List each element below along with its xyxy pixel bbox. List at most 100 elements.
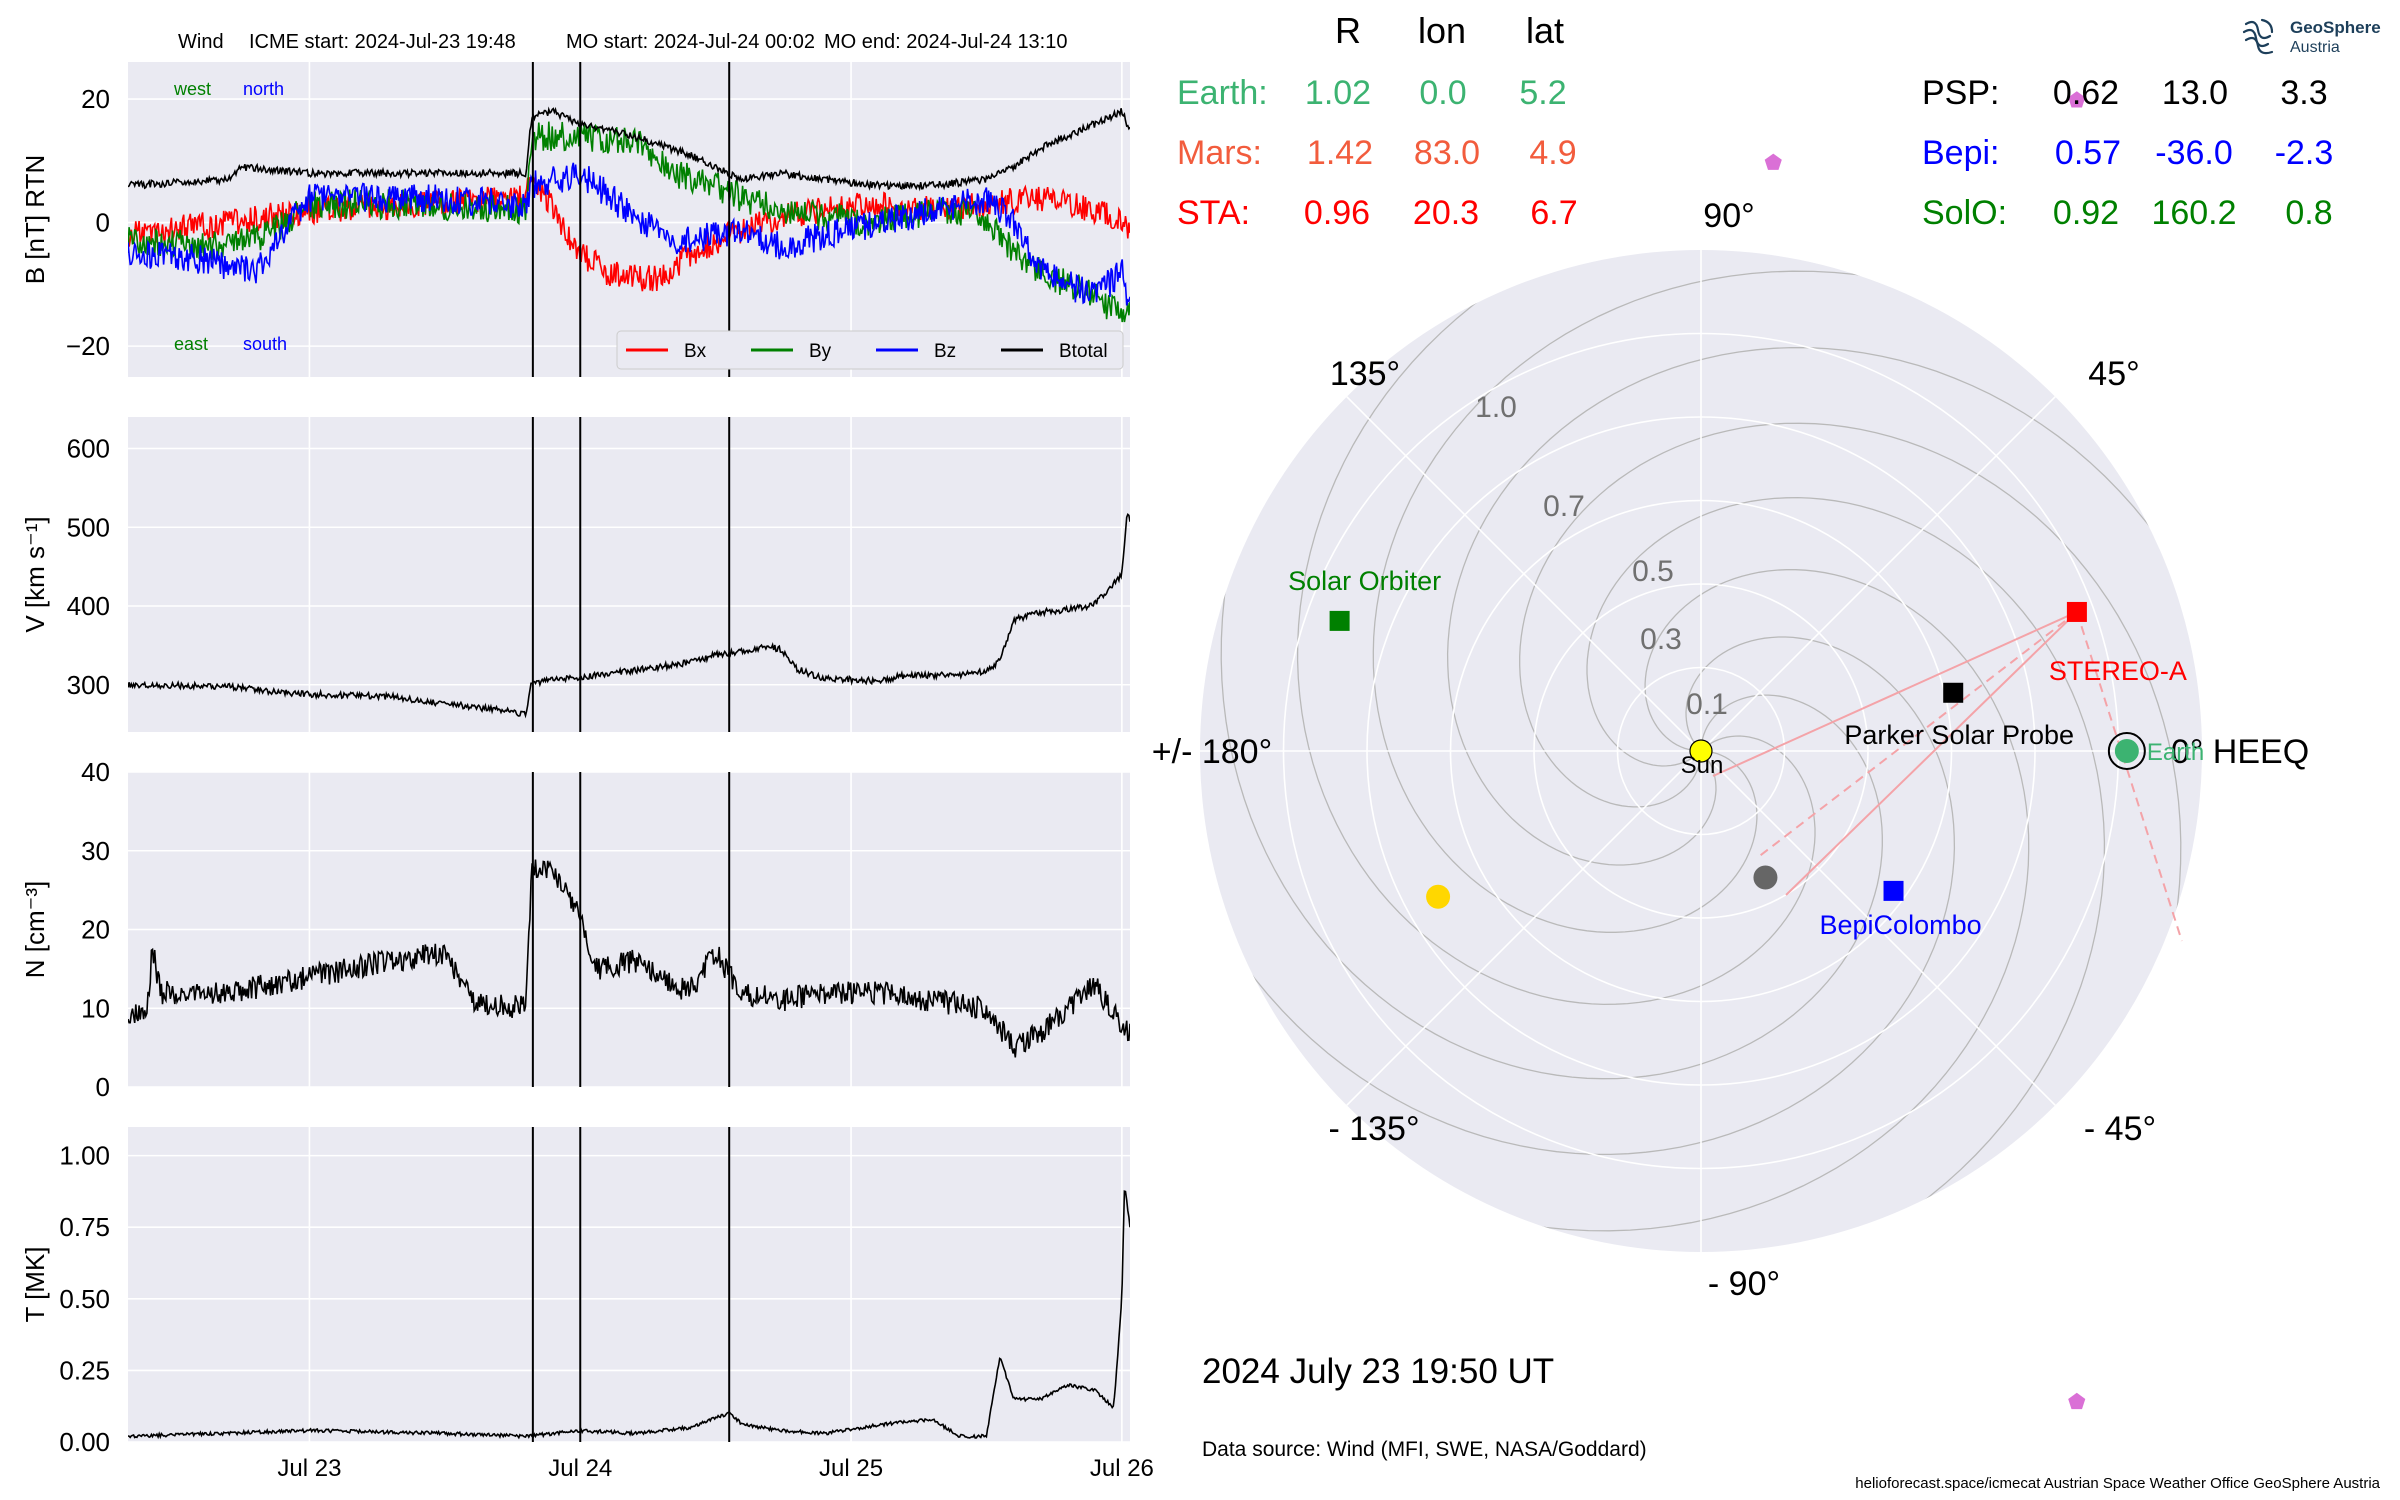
- panel-background: [128, 417, 1130, 732]
- radial-tick-label: 0.1: [1686, 688, 1728, 721]
- psp-r: 0.62: [2053, 74, 2119, 112]
- panel-speed: 300 400 500 600 V [km s⁻¹]: [20, 417, 1130, 732]
- series-group: [128, 1190, 1130, 1440]
- y-tick-label: −20: [66, 331, 110, 361]
- spiral-line: [1446, 346, 2196, 866]
- panel-density: 0 10 20 30 40 N [cm⁻³]: [20, 757, 1130, 1102]
- legend: Bx By Bz Btotal: [616, 330, 1124, 370]
- position-row-mars: Mars: 1.42 83.0 4.9: [1177, 134, 1577, 172]
- spiral-line: [1461, 569, 2030, 1232]
- marker-stereo-a: [2066, 601, 2087, 622]
- y-tick-label: 20: [81, 84, 110, 114]
- marker-solar-orbiter: [1329, 610, 1350, 631]
- y-tick-label: 0: [96, 208, 110, 238]
- label-earth: Earth: [2147, 739, 2204, 766]
- label-parker-solar-probe: Parker Solar Probe: [1844, 720, 2074, 750]
- psp-lat: 3.3: [2280, 74, 2327, 112]
- x-tick-label: Jul 26: [1090, 1455, 1154, 1482]
- data-source: Data source: Wind (MFI, SWE, NASA/Goddar…: [1202, 1438, 1647, 1461]
- sta-lon: 20.3: [1413, 194, 1479, 232]
- legend-label-by: By: [809, 341, 832, 362]
- solo-label: SolO:: [1922, 194, 2007, 232]
- legend-label-btotal: Btotal: [1059, 341, 1108, 362]
- icme-start-label: ICME start: 2024-Jul-23 19:48: [249, 31, 516, 53]
- mars-lat: 4.9: [1529, 134, 1576, 172]
- marker-venus: [1426, 884, 1451, 909]
- cme-solid-line: [1712, 611, 2078, 777]
- mars-lon: 83.0: [1414, 134, 1480, 172]
- plot-date: 2024 July 23 19:50 UT: [1202, 1352, 1554, 1391]
- solo-lon: 160.2: [2151, 194, 2236, 232]
- angle-label: 45°: [2088, 355, 2139, 393]
- bepi-lon: -36.0: [2155, 134, 2233, 172]
- y-axis-label: B [nT] RTN: [20, 155, 50, 285]
- psp-lon: 13.0: [2162, 74, 2228, 112]
- annotation-north: north: [243, 79, 284, 99]
- marker-mars: [1764, 153, 1782, 170]
- marker-bepicolombo: [1883, 880, 1904, 901]
- y-tick-label: 0.75: [59, 1212, 110, 1242]
- y-tick-label: 1.00: [59, 1141, 110, 1171]
- marker-saturn: [2068, 1392, 2086, 1410]
- spiral-line: [1519, 422, 2182, 991]
- earth-r: 1.02: [1305, 74, 1371, 112]
- annotation-west: west: [173, 79, 211, 99]
- angle-label: +/- 180°: [1152, 733, 1272, 771]
- series-group: [128, 513, 1130, 719]
- y-tick-label: 0.00: [59, 1427, 110, 1457]
- sta-lat: 6.7: [1530, 194, 1577, 232]
- mars-r: 1.42: [1307, 134, 1373, 172]
- annotation-south: south: [243, 334, 287, 354]
- sta-label: STA:: [1177, 194, 1250, 232]
- angle-label: 90°: [1703, 197, 1754, 235]
- marker-parker-solar-probe: [1943, 682, 1964, 703]
- radial-tick-label: 1.0: [1475, 391, 1517, 424]
- angle-label: 0° HEEQ: [2171, 733, 2309, 771]
- label-sun: Sun: [1681, 752, 1724, 779]
- time-series-panels: −20 0 20 B [nT] RTN west north east south Bx By Bz…: [20, 62, 1154, 1482]
- legend-label-bz: Bz: [934, 341, 956, 362]
- radial-tick-label: 0.5: [1632, 555, 1674, 588]
- label-stereo-a: STEREO-A: [2049, 656, 2187, 686]
- y-tick-label: 300: [67, 670, 110, 700]
- position-row-sta: STA: 0.96 20.3 6.7: [1177, 194, 1578, 232]
- bepi-lat: -2.3: [2275, 134, 2334, 172]
- cme-apex-lines: [1712, 611, 2183, 942]
- spiral-line: [1220, 511, 1883, 1080]
- spiral-line: [1586, 496, 2106, 1246]
- logo-name: GeoSphere: [2290, 18, 2381, 37]
- earth-lat: 5.2: [1519, 74, 1566, 112]
- panel-temperature: 0.00 0.25 0.50 0.75 1.00 T [MK] Jul 23 Jul 24 Ju…: [20, 1127, 1154, 1482]
- credits: helioforecast.space/icmecat Austrian Spa…: [1855, 1475, 2380, 1492]
- spiral-line: [1296, 256, 1816, 1006]
- series-line-t: [128, 1190, 1130, 1440]
- angle-label: - 135°: [1328, 1110, 1419, 1148]
- y-tick-label: 400: [67, 591, 110, 621]
- mo-end-label: MO end: 2024-Jul-24 13:10: [824, 31, 1068, 53]
- panel-magnetic-field: −20 0 20 B [nT] RTN west north east south Bx By Bz…: [20, 62, 1130, 377]
- sta-r: 0.96: [1304, 194, 1370, 232]
- x-tick-label: Jul 25: [819, 1455, 883, 1482]
- bepi-label: Bepi:: [1922, 134, 2000, 172]
- position-row-bepi: Bepi: 0.57 -36.0 -2.3: [1922, 134, 2333, 172]
- col-header-r: R: [1335, 10, 1361, 51]
- cme-solid-line: [1785, 611, 2078, 896]
- series-group: [128, 106, 1130, 323]
- legend-label-bx: Bx: [684, 341, 707, 362]
- x-tick-label: Jul 23: [277, 1455, 341, 1482]
- radial-tick-label: 0.3: [1640, 623, 1682, 656]
- y-tick-label: 10: [81, 993, 110, 1023]
- y-tick-label: 20: [81, 915, 110, 945]
- marker-sun: [1689, 739, 1713, 763]
- radial-tick-label: 0.7: [1543, 490, 1585, 523]
- y-tick-label: 0.50: [59, 1284, 110, 1314]
- angle-label: - 45°: [2084, 1110, 2156, 1148]
- col-header-lon: lon: [1418, 10, 1466, 51]
- cme-dashed-line: [2075, 611, 2183, 942]
- position-row-solo: SolO: 0.92 160.2 0.8: [1922, 194, 2333, 232]
- earth-orbit-ring: [2107, 732, 2146, 770]
- mo-start-label: MO start: 2024-Jul-24 00:02: [566, 31, 815, 53]
- series-group: [128, 859, 1130, 1058]
- y-tick-label: 0: [96, 1072, 110, 1102]
